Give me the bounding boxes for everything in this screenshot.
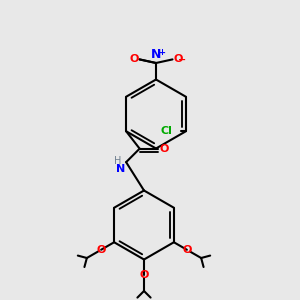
Text: O: O	[173, 54, 183, 64]
Text: H: H	[114, 156, 122, 166]
Text: O: O	[139, 269, 149, 280]
Text: N: N	[151, 49, 161, 62]
Text: O: O	[160, 144, 169, 154]
Text: O: O	[96, 245, 106, 255]
Text: +: +	[158, 48, 165, 57]
Text: Cl: Cl	[160, 126, 172, 136]
Text: −: −	[178, 54, 186, 64]
Text: N: N	[116, 164, 125, 174]
Text: O: O	[182, 245, 192, 255]
Text: O: O	[129, 54, 139, 64]
